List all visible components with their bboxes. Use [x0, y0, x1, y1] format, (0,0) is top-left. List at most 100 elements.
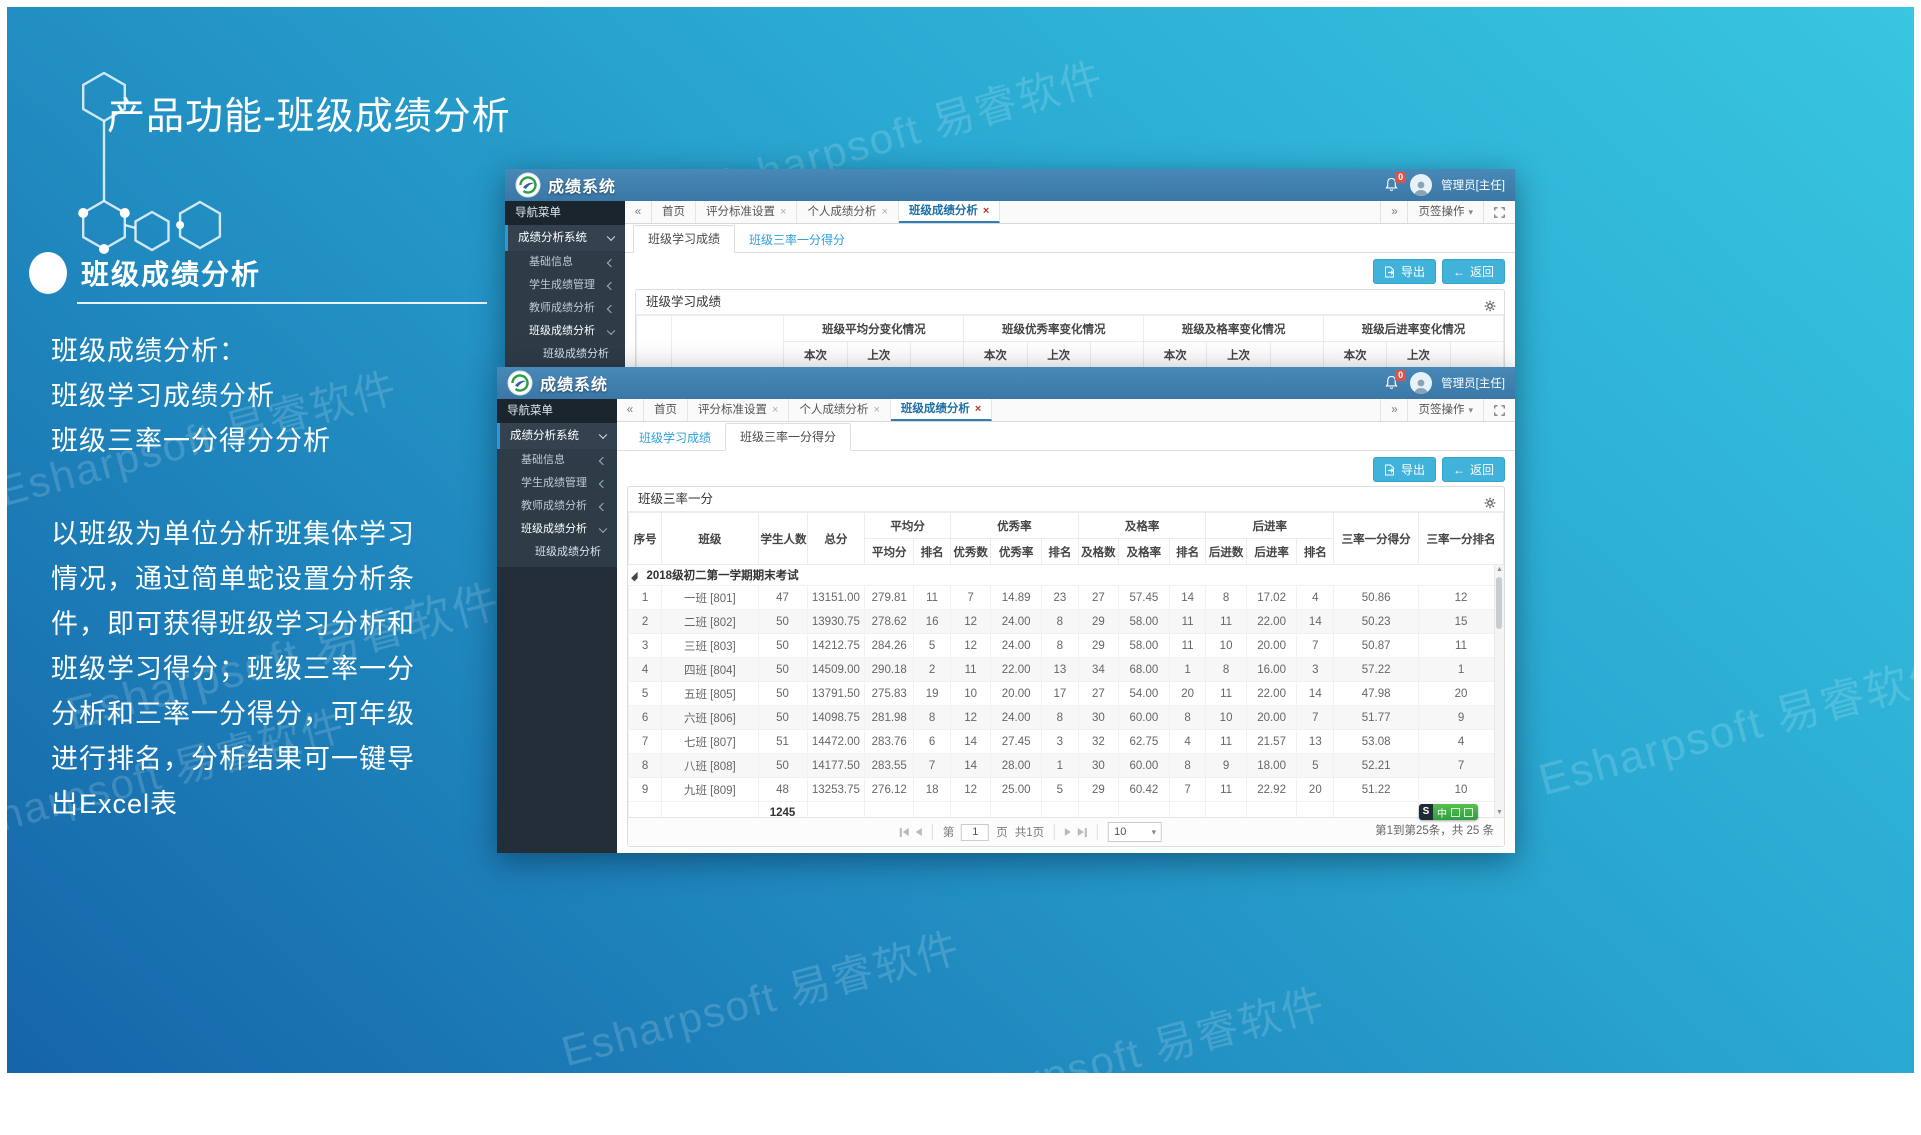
table-cell: 16.00: [1246, 658, 1297, 682]
subtab-three-rates[interactable]: 班级三率一分得分: [735, 227, 859, 253]
group-header: 班级后进率变化情况: [1324, 316, 1504, 342]
fullscreen-icon[interactable]: [1483, 399, 1515, 421]
nav-item[interactable]: 班级成绩分析: [505, 320, 625, 343]
table-cell: 48: [758, 778, 807, 802]
sidebar-nav: 导航菜单成绩分析系统基础信息学生成绩管理教师成绩分析班级成绩分析班级成绩分析: [505, 201, 625, 367]
last-page-button[interactable]: [1078, 828, 1087, 837]
notification-bell-icon[interactable]: 0: [1384, 176, 1401, 194]
table-cell: 28.00: [991, 754, 1042, 778]
export-button[interactable]: 导出: [1373, 457, 1436, 482]
ime-toolbar[interactable]: S 中: [1419, 804, 1478, 820]
nav-item[interactable]: 基础信息: [505, 251, 625, 274]
panel-settings-gear-icon[interactable]: [1484, 296, 1496, 320]
nav-item-score-analysis-system[interactable]: 成绩分析系统: [505, 225, 625, 251]
nav-item[interactable]: 学生成绩管理: [505, 274, 625, 297]
table-cell: 5: [914, 634, 951, 658]
tab-operations-dropdown[interactable]: 页签操作▾: [1407, 201, 1483, 223]
export-button[interactable]: 导出: [1373, 259, 1436, 284]
subtab-three-rates[interactable]: 班级三率一分得分: [725, 423, 851, 451]
table-cell: 12: [950, 778, 990, 802]
nav-item[interactable]: 教师成绩分析: [505, 297, 625, 320]
nav-item[interactable]: 教师成绩分析: [497, 495, 617, 518]
close-icon[interactable]: ×: [772, 400, 778, 421]
fullscreen-icon[interactable]: [1483, 201, 1515, 223]
avatar[interactable]: [1410, 372, 1432, 394]
table-cell: 6: [629, 706, 662, 730]
table-cell: 1: [629, 586, 662, 610]
close-icon[interactable]: ×: [983, 202, 989, 221]
prev-page-button[interactable]: [916, 828, 922, 836]
table-cell: 60.00: [1118, 754, 1169, 778]
subtab-class-learning[interactable]: 班级学习成绩: [625, 425, 725, 451]
table-cell: 50.23: [1334, 610, 1419, 634]
subtab-class-learning[interactable]: 班级学习成绩: [633, 225, 735, 253]
nav-item[interactable]: 基础信息: [497, 449, 617, 472]
scrollbar-thumb[interactable]: [1496, 577, 1502, 629]
tab-0[interactable]: 首页: [644, 399, 688, 421]
tab-class-score-analysis[interactable]: 班级成绩分析×: [891, 399, 992, 421]
table-cell: 283.55: [865, 754, 914, 778]
tab-class-score-analysis[interactable]: 班级成绩分析×: [899, 201, 1000, 223]
tab-1[interactable]: 评分标准设置×: [696, 201, 797, 223]
panel-title: 班级三率一分: [628, 487, 1504, 512]
table-cell: 4: [1169, 730, 1206, 754]
table-cell: 5: [1297, 754, 1334, 778]
user-name[interactable]: 管理员[主任]: [1441, 375, 1505, 391]
nav-leaf-class-score-analysis[interactable]: 班级成绩分析: [505, 343, 625, 366]
avatar[interactable]: [1410, 174, 1432, 196]
slide-background: Esharpsoft 易睿软件 Esharpsoft 易睿软件 Esharpso…: [0, 0, 1921, 1080]
exam-group-row[interactable]: 2018级初二第一学期期末考试: [629, 565, 1504, 586]
table-cell: 11: [1206, 682, 1246, 706]
table-cell: 58.00: [1118, 634, 1169, 658]
close-icon[interactable]: ×: [873, 400, 879, 421]
tab-scroll-right-icon[interactable]: »: [1380, 201, 1407, 223]
tab-1[interactable]: 评分标准设置×: [688, 399, 789, 421]
nav-item[interactable]: 班级成绩分析: [497, 518, 617, 541]
collapse-triangle-icon[interactable]: [631, 572, 641, 582]
close-icon[interactable]: ×: [881, 202, 887, 223]
vertical-scrollbar[interactable]: ▲ ▼: [1494, 565, 1504, 818]
close-icon[interactable]: ×: [975, 400, 981, 419]
close-icon[interactable]: ×: [780, 202, 786, 223]
tab-operations-dropdown[interactable]: 页签操作▾: [1407, 399, 1483, 421]
chevron-left-icon: [607, 258, 615, 266]
nav-item-score-analysis-system[interactable]: 成绩分析系统: [497, 423, 617, 449]
watermark: Esharpsoft 易睿软件: [919, 970, 1331, 1135]
panel-settings-gear-icon[interactable]: [1484, 493, 1496, 517]
table-cell: 14: [1297, 682, 1334, 706]
first-page-button[interactable]: [900, 828, 909, 837]
tab-2[interactable]: 个人成绩分析×: [797, 201, 898, 223]
tab-bar: « 首页评分标准设置×个人成绩分析×班级成绩分析× » 页签操作▾: [625, 201, 1515, 224]
app-brand: 成绩系统: [540, 371, 608, 395]
table-cell: 14: [950, 730, 990, 754]
table-cell: 9: [1419, 706, 1504, 730]
page-size-select[interactable]: 10▾: [1108, 822, 1162, 842]
back-button[interactable]: ← 返回: [1442, 259, 1505, 284]
tab-scroll-left-icon[interactable]: «: [625, 201, 652, 223]
table-cell: 22.00: [991, 658, 1042, 682]
table-cell: 20.00: [1246, 634, 1297, 658]
nav-item[interactable]: 学生成绩管理: [497, 472, 617, 495]
three-rates-table: 序号班级学生人数总分平均分优秀率及格率后进率三率一分得分三率一分排名平均分排名优…: [628, 512, 1504, 824]
user-name[interactable]: 管理员[主任]: [1441, 177, 1505, 193]
next-page-button[interactable]: [1065, 828, 1071, 836]
notification-bell-icon[interactable]: 0: [1384, 374, 1401, 392]
tab-2[interactable]: 个人成绩分析×: [789, 399, 890, 421]
app-logo-icon: [507, 370, 533, 396]
back-button[interactable]: ← 返回: [1442, 457, 1505, 482]
page-number-input[interactable]: 1: [961, 824, 989, 841]
tab-0[interactable]: 首页: [652, 201, 696, 223]
nav-leaf-class-score-analysis[interactable]: 班级成绩分析: [497, 541, 617, 564]
tab-scroll-right-icon[interactable]: »: [1380, 399, 1407, 421]
tab-scroll-left-icon[interactable]: «: [617, 399, 644, 421]
total-pages-label: 共1页: [1015, 824, 1044, 840]
